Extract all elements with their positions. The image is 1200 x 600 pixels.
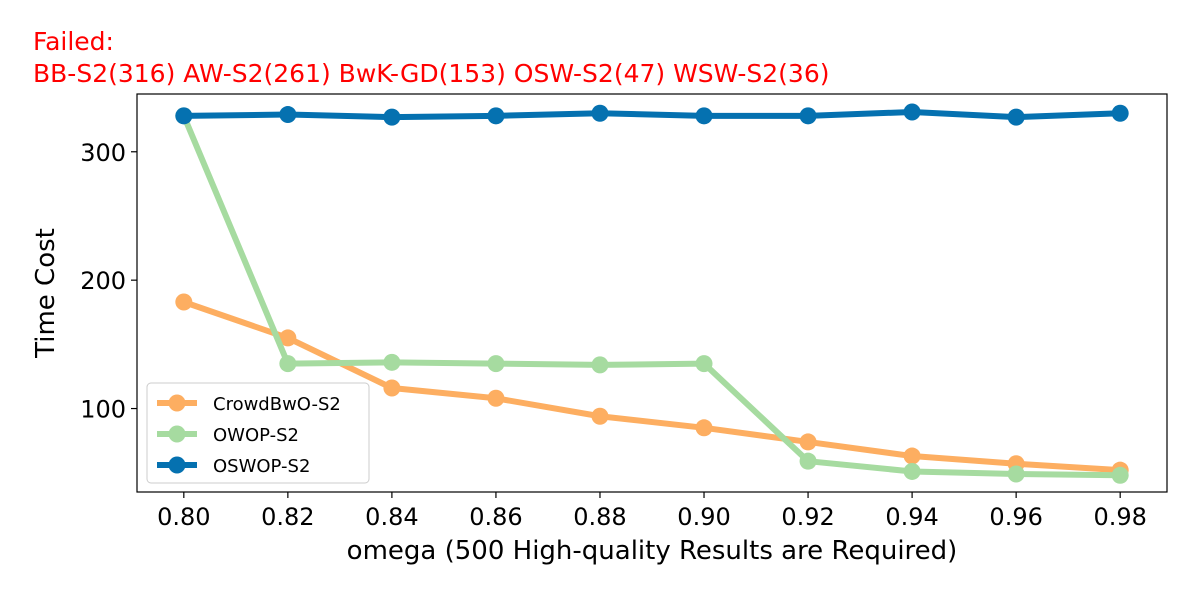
y-tick-label: 200 (80, 267, 126, 295)
data-point (279, 355, 297, 373)
x-axis-label: omega (500 High-quality Results are Requ… (347, 536, 958, 566)
data-point (695, 107, 713, 125)
data-point (1007, 465, 1025, 483)
data-point (799, 433, 817, 451)
data-point (383, 108, 401, 126)
x-tick-label: 0.86 (469, 503, 522, 531)
data-point (799, 107, 817, 125)
x-tick-label: 0.92 (781, 503, 834, 531)
series-layer (175, 103, 1129, 484)
failed-methods-annotation: Failed: BB-S2(316) AW-S2(261) BwK-GD(153… (33, 26, 830, 90)
x-tick-label: 0.82 (261, 503, 314, 531)
data-point (591, 104, 609, 122)
data-point (279, 106, 297, 124)
legend-swatch-marker (168, 394, 186, 412)
series-owop-s2 (175, 107, 1129, 484)
data-point (903, 447, 921, 465)
legend: CrowdBwO-S2 OWOP-S2 OSWOP-S2 (146, 382, 370, 484)
legend-swatch-marker (168, 425, 186, 443)
legend-item: OWOP-S2 (157, 425, 299, 446)
data-point (695, 419, 713, 437)
series-line (180, 108, 1124, 121)
data-point (175, 293, 193, 311)
failed-methods-list: BB-S2(316) AW-S2(261) BwK-GD(153) OSW-S2… (33, 59, 830, 88)
data-point (695, 355, 713, 373)
x-tick-label: 0.98 (1093, 503, 1146, 531)
x-tick-label: 0.96 (989, 503, 1042, 531)
data-point (383, 353, 401, 371)
legend-label: OSWOP-S2 (213, 456, 310, 477)
data-point (487, 355, 505, 373)
data-point (487, 389, 505, 407)
x-tick-label: 0.88 (573, 503, 626, 531)
x-tick-label: 0.80 (157, 503, 210, 531)
data-point (903, 462, 921, 480)
series-line (180, 112, 1124, 479)
legend-label: CrowdBwO-S2 (213, 394, 341, 415)
y-tick-label: 300 (80, 139, 126, 167)
axis-ticks: 0.80 0.82 0.84 0.86 0.88 0.90 0.92 0.94 0.96 0.98… (80, 139, 1147, 531)
legend-item: OSWOP-S2 (157, 456, 310, 477)
data-point (383, 379, 401, 397)
data-point (591, 407, 609, 425)
data-point (175, 107, 193, 125)
y-tick-label: 100 (80, 396, 126, 424)
legend-label: OWOP-S2 (213, 425, 299, 446)
data-point (1111, 104, 1129, 122)
series-oswop-s2 (175, 103, 1129, 126)
x-tick-label: 0.94 (885, 503, 938, 531)
failed-label: Failed: (33, 27, 114, 56)
plot-area-frame (136, 93, 1168, 493)
data-point (487, 107, 505, 125)
data-point (591, 356, 609, 374)
legend-swatch-marker (168, 456, 186, 474)
data-point (903, 103, 921, 121)
data-point (1111, 466, 1129, 484)
x-tick-label: 0.84 (365, 503, 418, 531)
data-point (279, 329, 297, 347)
data-point (799, 452, 817, 470)
legend-item: CrowdBwO-S2 (157, 394, 341, 415)
data-point (1007, 108, 1025, 126)
legend-box (146, 382, 370, 484)
y-axis-label: Time Cost (31, 228, 61, 359)
x-tick-label: 0.90 (677, 503, 730, 531)
